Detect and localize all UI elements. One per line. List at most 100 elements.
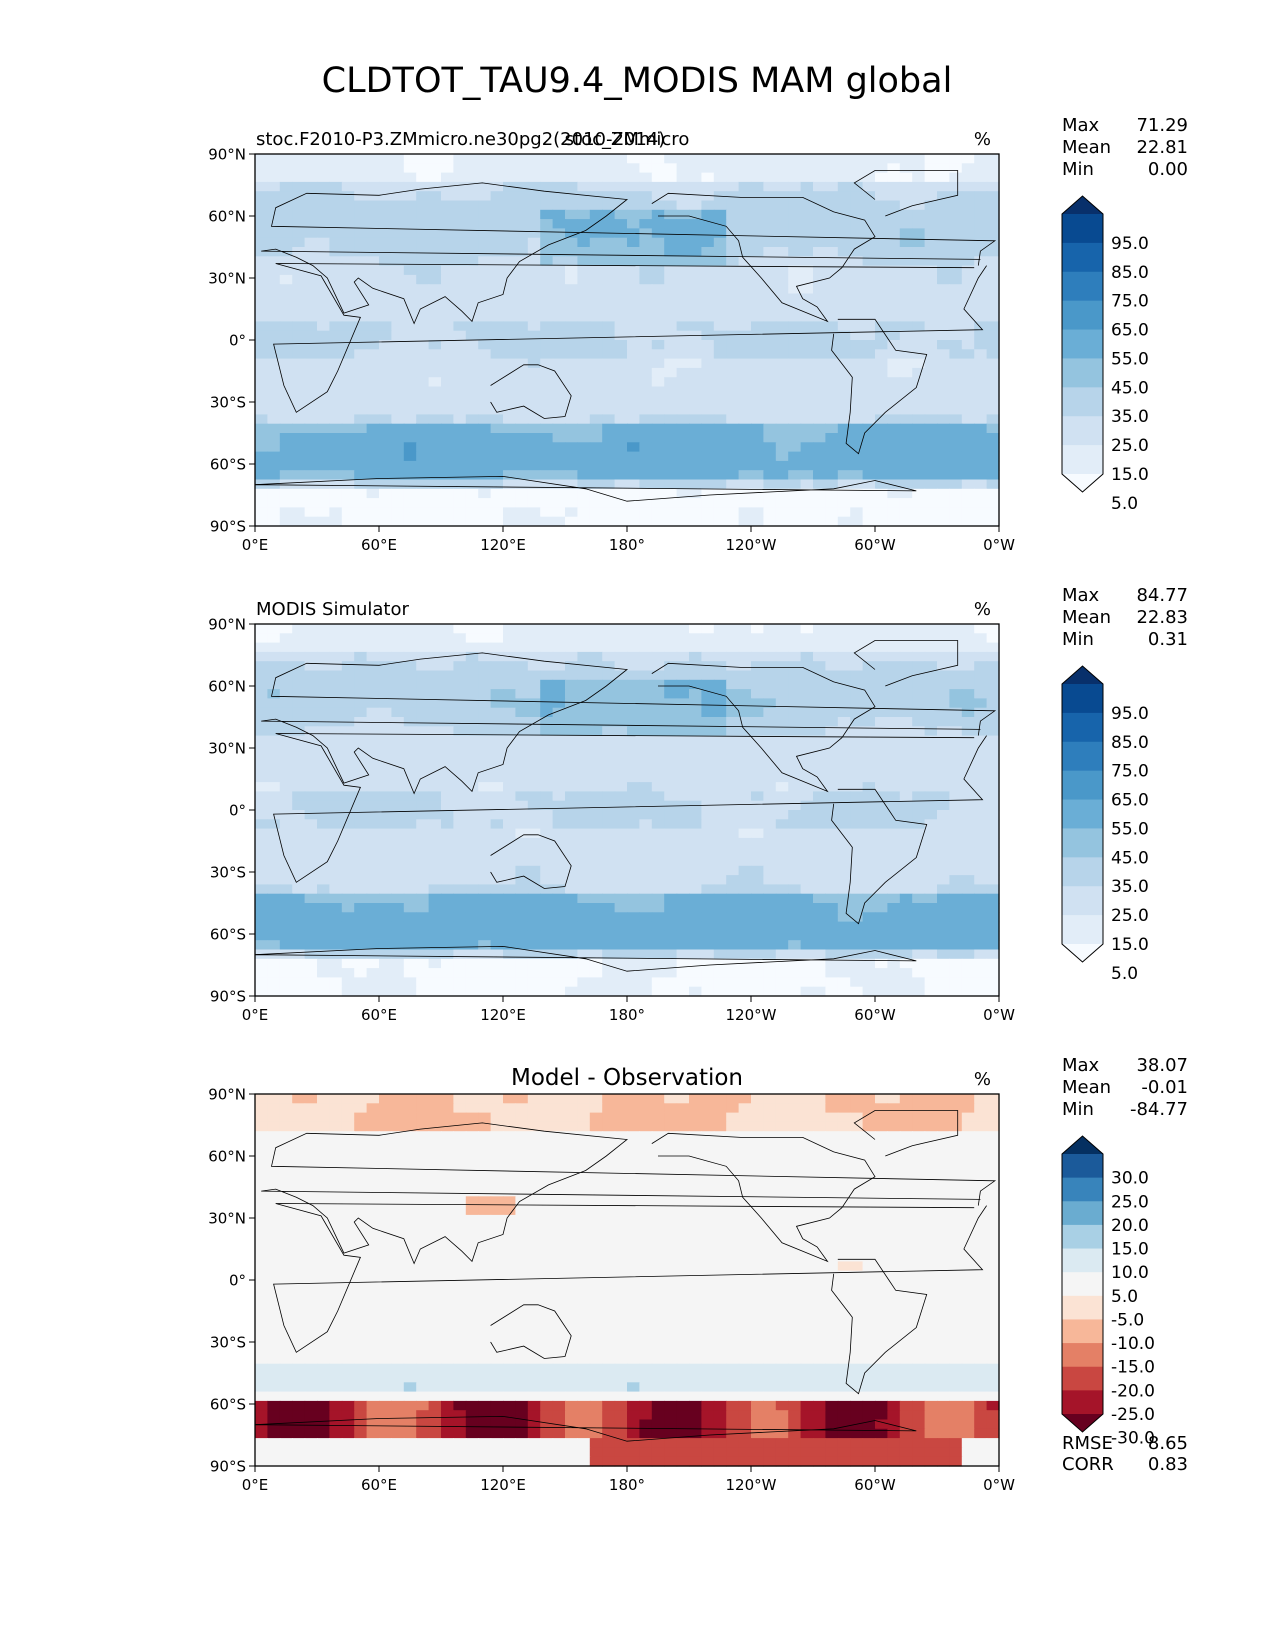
map-cell	[428, 330, 442, 341]
map-cell	[267, 800, 281, 811]
map-cell	[937, 451, 950, 462]
map-cell	[540, 433, 554, 443]
map-cell	[428, 633, 442, 644]
map-cell	[800, 395, 814, 406]
map-cell	[379, 903, 392, 913]
map-cell	[552, 181, 566, 192]
map-cell	[639, 949, 653, 960]
map-cell	[527, 498, 541, 508]
map-cell	[565, 837, 578, 848]
map-cell	[490, 209, 504, 220]
map-cell	[292, 968, 306, 978]
map-cell	[639, 837, 653, 848]
map-cell	[689, 219, 702, 229]
map-cell	[589, 624, 603, 634]
map-cell	[949, 349, 963, 360]
map-cell	[974, 921, 988, 932]
map-cell	[664, 744, 678, 755]
map-cell	[775, 949, 789, 960]
map-cell	[341, 921, 355, 932]
map-cell	[403, 377, 417, 388]
map-cell	[937, 358, 950, 369]
map-cell	[515, 642, 529, 653]
map-cell	[713, 735, 727, 746]
map-cell	[416, 507, 430, 518]
map-cell	[503, 321, 516, 332]
map-cell	[986, 968, 1000, 978]
map-cell	[949, 707, 963, 718]
map-cell	[391, 875, 405, 885]
map-cell	[813, 865, 826, 876]
map-cell	[515, 405, 529, 415]
map-cell	[614, 284, 628, 295]
map-cell	[986, 977, 1000, 988]
map-cell	[329, 893, 343, 904]
map-cell	[875, 763, 888, 774]
map-cell	[255, 958, 268, 969]
map-cell	[924, 293, 938, 304]
coastline	[831, 318, 928, 455]
map-cell	[465, 800, 479, 811]
map-cell	[689, 717, 702, 727]
map-cell	[651, 940, 665, 951]
map-cell	[949, 470, 963, 481]
map-cell	[788, 633, 802, 644]
map-cell	[912, 847, 926, 858]
map-cell	[788, 163, 802, 174]
map-cell	[503, 451, 516, 462]
map-cell	[379, 265, 392, 276]
map-cell	[614, 340, 628, 350]
panel-units: %	[974, 129, 991, 150]
map-cell	[775, 791, 789, 802]
map-cell	[899, 414, 913, 425]
map-cell	[329, 754, 343, 765]
map-cell	[937, 163, 950, 174]
map-cell	[379, 312, 392, 322]
map-cell	[527, 810, 541, 820]
map-cell	[726, 312, 740, 322]
map-cell	[862, 247, 876, 257]
map-cell	[689, 423, 702, 434]
map-cell	[887, 828, 901, 839]
map-cell	[800, 735, 814, 746]
map-cell	[589, 921, 603, 932]
map-cell	[515, 726, 529, 737]
map-cell	[949, 414, 963, 425]
map-cell	[279, 498, 293, 508]
map-cell	[515, 977, 529, 988]
map-cell	[763, 367, 777, 378]
map-cell	[292, 624, 306, 634]
map-cell	[738, 875, 752, 885]
map-cell	[850, 293, 864, 304]
map-cell	[317, 423, 330, 434]
map-cell	[416, 340, 430, 350]
map-cell	[912, 707, 926, 718]
map-cell	[552, 293, 566, 304]
map-cell	[379, 181, 392, 192]
map-cell	[441, 958, 454, 969]
map-cell	[887, 791, 901, 802]
map-cell	[403, 782, 417, 792]
map-cell	[267, 912, 281, 923]
map-cell	[875, 958, 888, 969]
map-cell	[379, 847, 392, 858]
map-cell	[701, 977, 715, 988]
map-cell	[689, 1094, 702, 1104]
map-cell	[763, 828, 777, 839]
map-cell	[478, 633, 492, 644]
map-cell	[527, 377, 541, 388]
map-cell	[751, 884, 764, 895]
map-cell	[403, 949, 417, 960]
map-cell	[540, 1094, 554, 1104]
map-cell	[279, 903, 293, 913]
map-cell	[292, 717, 306, 727]
map-cell	[279, 154, 293, 164]
map-cell	[577, 498, 591, 508]
map-cell	[627, 163, 640, 174]
map-cell	[453, 460, 467, 471]
map-cell	[862, 433, 876, 443]
map-cell	[949, 893, 963, 904]
map-cell	[676, 940, 690, 951]
map-cell	[379, 884, 392, 895]
map-cell	[614, 763, 628, 774]
